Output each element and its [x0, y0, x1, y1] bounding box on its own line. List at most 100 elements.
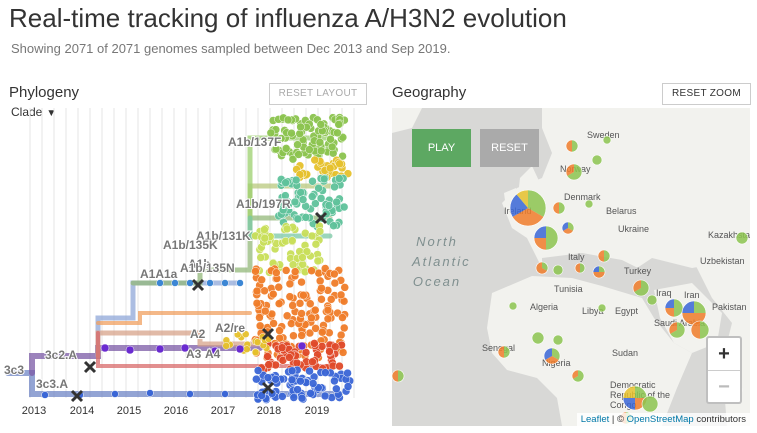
pie-slice — [528, 190, 546, 217]
tip — [319, 174, 329, 184]
tip — [293, 214, 303, 224]
tip — [251, 267, 260, 276]
play-button[interactable]: PLAY — [412, 129, 471, 167]
tip — [308, 192, 317, 201]
tip — [261, 306, 270, 316]
tip — [256, 253, 265, 262]
clade-label: 3c3 — [4, 363, 24, 377]
label-iraq: Iraq — [656, 288, 672, 298]
tip — [313, 256, 323, 266]
leaflet-link[interactable]: Leaflet — [580, 414, 610, 425]
tip — [324, 201, 334, 210]
reset-zoom-button[interactable]: RESET ZOOM — [662, 83, 751, 105]
land-scandinavia — [562, 108, 627, 183]
x-marker-icon — [70, 389, 84, 403]
tip — [271, 375, 280, 384]
ocean-label: North Atlantic Ocean — [412, 234, 471, 289]
tip — [305, 145, 314, 154]
clade-label: 3c2.A — [45, 348, 77, 362]
pie-slice — [694, 301, 706, 313]
tip — [272, 268, 281, 277]
tip — [335, 159, 344, 169]
tip — [334, 120, 343, 129]
clade-label: A1b/135N — [180, 261, 235, 275]
pie-slice — [665, 308, 674, 317]
pie-slice — [534, 238, 546, 250]
tip — [306, 389, 315, 398]
tip — [293, 385, 302, 394]
tip — [41, 391, 49, 399]
tip — [296, 122, 305, 132]
tip — [316, 146, 326, 156]
pie-slice — [592, 155, 602, 165]
location-pie — [690, 320, 710, 340]
pie-slice — [598, 304, 606, 312]
tip — [330, 278, 340, 288]
tip — [296, 376, 305, 386]
location-pie — [565, 139, 579, 153]
zoom-in-button[interactable]: + — [708, 338, 740, 371]
tree-branches — [5, 135, 343, 397]
branch-a1 — [95, 280, 243, 351]
tip — [307, 266, 316, 275]
tip — [285, 353, 294, 362]
tip — [111, 390, 119, 398]
year-label: 2015 — [117, 405, 141, 417]
pie-slice — [593, 272, 605, 278]
tip — [330, 342, 340, 351]
tip — [327, 142, 337, 152]
osm-link[interactable]: OpenStreetMap — [626, 414, 694, 425]
tip — [296, 188, 305, 197]
location-pies[interactable] — [392, 108, 750, 426]
clade-label: A1b/137F — [228, 135, 281, 149]
color-by-select[interactable]: Clade ▼ — [11, 105, 56, 119]
location-pie — [552, 334, 564, 346]
tip — [146, 389, 154, 397]
year-label: 2016 — [164, 405, 188, 417]
tip — [317, 295, 326, 304]
tip — [236, 279, 244, 287]
tip — [298, 195, 308, 204]
geography-map[interactable]: North Atlantic Ocean Sweden Norway Denma… — [392, 108, 750, 426]
pie-slice — [599, 266, 605, 272]
location-pie — [543, 347, 561, 365]
tip — [171, 279, 179, 287]
tip — [302, 247, 312, 256]
tip — [298, 253, 307, 262]
tip — [314, 183, 323, 193]
pie-slice — [635, 386, 647, 398]
x-marker-icon — [261, 381, 275, 395]
label-denmark: Denmark — [564, 192, 601, 202]
reset-layout-button[interactable]: RESET LAYOUT — [269, 83, 367, 105]
pie-slice — [700, 321, 709, 339]
tip — [317, 342, 327, 351]
tip — [281, 144, 291, 153]
tip — [290, 267, 300, 276]
tip — [251, 348, 260, 357]
pie-slice — [532, 332, 544, 344]
tip — [288, 154, 298, 164]
location-pie — [535, 261, 549, 275]
tip — [282, 224, 292, 234]
label-kazakhstan: Kazakhstan — [708, 230, 750, 240]
map-reset-button[interactable]: RESET — [480, 129, 539, 167]
tip — [252, 286, 262, 296]
pie-slice — [634, 280, 649, 296]
tip — [293, 140, 302, 149]
location-pie — [641, 395, 659, 413]
tip — [323, 314, 333, 324]
pie-slice — [553, 335, 563, 345]
tip — [283, 115, 293, 125]
pie-slice — [504, 346, 510, 358]
tip — [269, 319, 278, 328]
tip — [252, 374, 261, 384]
zoom-out-button[interactable]: − — [718, 376, 730, 398]
pie-slice — [642, 396, 658, 412]
tip — [297, 393, 307, 403]
geography-title: Geography — [392, 84, 467, 101]
tip — [268, 289, 278, 299]
tip — [186, 279, 194, 287]
tip — [332, 197, 341, 207]
tip — [221, 279, 229, 287]
